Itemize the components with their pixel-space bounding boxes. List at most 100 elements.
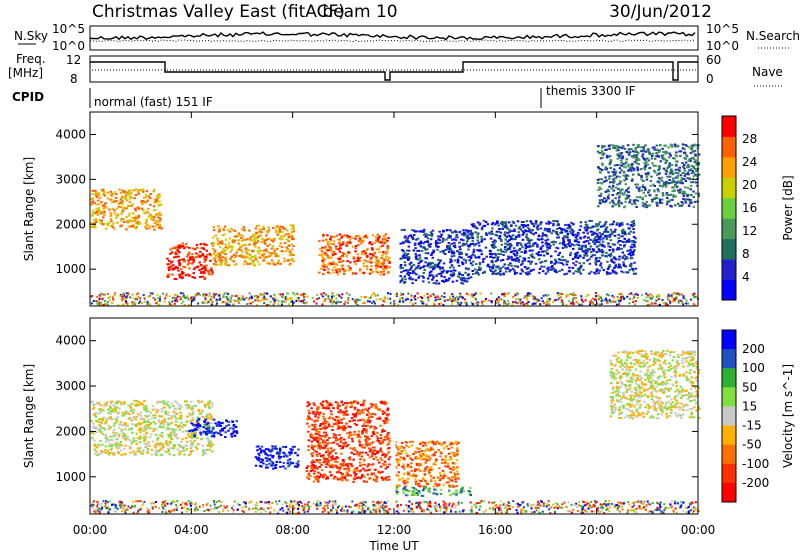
data-cell <box>273 299 275 301</box>
data-cell <box>290 243 293 245</box>
data-cell <box>662 195 665 197</box>
data-cell <box>684 170 687 172</box>
data-cell <box>107 293 109 295</box>
data-cell <box>657 188 660 190</box>
data-cell <box>653 146 656 148</box>
data-cell <box>273 304 275 306</box>
data-cell <box>590 300 592 302</box>
data-cell <box>683 148 686 150</box>
data-cell <box>691 151 694 153</box>
data-cell <box>655 155 658 157</box>
data-cell <box>118 189 121 191</box>
data-cell <box>421 275 424 277</box>
data-cell <box>548 228 551 230</box>
data-cell <box>413 264 416 266</box>
data-cell <box>569 230 572 232</box>
data-cell <box>182 292 184 294</box>
data-cell <box>442 230 445 232</box>
data-cell <box>272 241 275 243</box>
data-cell <box>410 299 412 301</box>
data-cell <box>684 175 687 177</box>
data-cell <box>681 201 684 203</box>
data-cell <box>519 273 522 275</box>
data-cell <box>105 434 108 436</box>
data-cell <box>117 416 120 418</box>
data-cell <box>555 241 558 243</box>
data-cell <box>601 157 604 159</box>
data-cell <box>109 199 112 201</box>
data-cell <box>605 298 607 300</box>
data-cell <box>436 249 439 251</box>
data-cell <box>586 228 589 230</box>
data-cell <box>118 434 121 436</box>
data-cell <box>148 227 151 229</box>
data-cell <box>559 252 562 254</box>
data-cell <box>623 244 626 246</box>
data-cell <box>414 247 417 249</box>
data-cell <box>672 300 674 302</box>
data-cell <box>526 220 529 222</box>
data-cell <box>286 292 288 294</box>
data-cell <box>213 263 216 265</box>
data-cell <box>159 296 161 298</box>
data-cell <box>470 276 473 278</box>
data-cell <box>577 232 580 234</box>
data-cell <box>520 299 522 301</box>
data-cell <box>675 151 678 153</box>
data-cell <box>99 294 101 296</box>
data-cell <box>109 413 112 415</box>
data-cell <box>154 453 157 455</box>
data-cell <box>96 211 99 213</box>
data-cell <box>406 237 409 239</box>
data-cell <box>405 240 408 242</box>
data-cell <box>142 188 145 190</box>
data-cell <box>111 439 114 441</box>
data-cell <box>93 404 96 406</box>
data-cell <box>121 211 124 213</box>
data-cell <box>167 276 170 278</box>
data-cell <box>548 300 550 302</box>
data-cell <box>438 239 441 241</box>
data-cell <box>156 439 159 441</box>
data-cell <box>572 248 575 250</box>
colorbar-label: Power [dB] <box>781 175 795 240</box>
data-cell <box>212 237 215 239</box>
data-cell <box>170 265 173 267</box>
data-cell <box>543 295 545 297</box>
data-cell <box>665 194 668 196</box>
data-cell <box>158 196 161 198</box>
data-cell <box>582 257 585 259</box>
data-cell <box>316 298 318 300</box>
data-gap <box>391 112 395 306</box>
data-cell <box>522 239 525 241</box>
data-cell <box>363 302 365 304</box>
data-region <box>597 143 701 208</box>
data-cell <box>668 298 670 300</box>
data-cell <box>602 244 605 246</box>
data-cell <box>145 228 148 230</box>
data-cell <box>591 220 594 222</box>
data-cell <box>521 224 524 226</box>
data-cell <box>280 238 283 240</box>
data-cell <box>97 444 100 446</box>
data-cell <box>679 167 682 169</box>
data-cell <box>611 258 614 260</box>
data-cell <box>238 298 240 300</box>
data-cell <box>375 265 378 267</box>
data-cell <box>598 241 601 243</box>
data-cell <box>142 209 145 211</box>
data-cell <box>129 406 132 408</box>
data-cell <box>291 248 294 250</box>
data-cell <box>683 164 686 166</box>
data-cell <box>510 245 512 247</box>
data-cell <box>572 262 575 264</box>
data-cell <box>347 265 350 267</box>
data-cell <box>268 304 270 306</box>
data-cell <box>666 183 669 185</box>
data-cell <box>614 301 616 303</box>
data-cell <box>437 236 440 238</box>
data-cell <box>355 273 358 275</box>
data-cell <box>178 251 181 253</box>
data-cell <box>401 257 404 259</box>
